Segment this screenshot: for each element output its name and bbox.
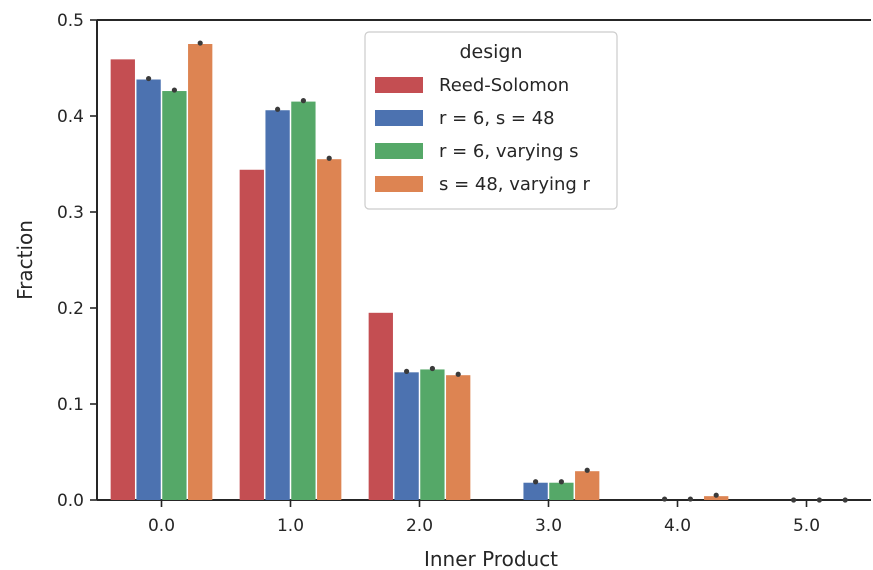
bar-s-48-varying-r-4: [704, 496, 729, 500]
bar-r-6-s-48-3: [523, 482, 548, 500]
legend: design Reed-Solomon r = 6, s = 48 r = 6, va…: [364, 31, 618, 210]
legend-swatch: [375, 176, 423, 192]
x-axis-label: Inner Product: [424, 547, 558, 570]
x-tick-label: 2.0: [406, 516, 433, 536]
marker-r-6-varying-s-0: [171, 87, 177, 93]
marker-r-6-s-48-4: [662, 496, 668, 502]
bar-s-48-varying-r-2: [446, 375, 471, 500]
bar-s-48-varying-r-3: [575, 471, 600, 500]
x-tick-label: 1.0: [277, 516, 304, 536]
marker-r-6-s-48-3: [533, 479, 539, 485]
legend-box: [364, 31, 618, 210]
y-tick-label: 0.4: [57, 107, 84, 127]
bar-reed-solomon-0: [110, 59, 135, 501]
marker-s-48-varying-r-3: [584, 467, 590, 473]
bars-group: [110, 44, 729, 501]
bar-reed-solomon-1: [239, 169, 264, 500]
marker-r-6-s-48-0: [146, 75, 152, 82]
y-axis-ticks: 0.0 0.1 0.2 0.3 0.4 0.5: [57, 11, 97, 511]
bar-r-6-s-48-2: [394, 372, 419, 500]
marker-r-6-s-48-2: [404, 368, 410, 374]
marker-s-48-varying-r-2: [455, 371, 461, 377]
y-tick-label: 0.2: [57, 299, 84, 319]
bar-r-6-s-48-1: [265, 110, 290, 501]
bar-reed-solomon-2: [368, 312, 393, 500]
legend-label: s = 48, varying r: [439, 174, 591, 195]
legend-swatch: [375, 143, 423, 159]
marker-s-48-varying-r-0: [197, 40, 203, 46]
y-tick-label: 0.3: [57, 203, 84, 223]
marker-r-6-varying-s-5: [816, 497, 823, 503]
legend-swatch: [375, 110, 423, 126]
legend-title: design: [459, 41, 522, 63]
legend-label: r = 6, s = 48: [439, 108, 555, 129]
bar-s-48-varying-r-1: [317, 159, 342, 500]
bar-r-6-varying-s-2: [420, 369, 445, 500]
marker-r-6-s-48-1: [275, 106, 281, 112]
marker-s-48-varying-r-4: [713, 492, 719, 498]
y-tick-label: 0.1: [57, 395, 84, 415]
marker-r-6-varying-s-4: [687, 496, 694, 502]
x-tick-label: 5.0: [793, 516, 820, 536]
marker-r-6-s-48-5: [791, 497, 797, 503]
x-tick-label: 3.0: [535, 516, 562, 536]
x-tick-label: 0.0: [148, 516, 175, 536]
marker-r-6-varying-s-3: [558, 479, 565, 485]
bar-r-6-s-48-0: [136, 79, 161, 501]
bar-s-48-varying-r-0: [188, 44, 213, 500]
marker-r-6-varying-s-2: [429, 365, 435, 372]
x-axis-ticks: 0.0 1.0 2.0 3.0 4.0 5.0: [148, 500, 820, 536]
marker-r-6-varying-s-1: [300, 98, 306, 104]
y-axis-label: Fraction: [13, 220, 37, 300]
legend-swatch: [375, 77, 423, 93]
bar-r-6-varying-s-3: [549, 482, 574, 500]
axes: [96, 19, 871, 501]
bar-r-6-varying-s-1: [291, 101, 316, 500]
marker-s-48-varying-r-5: [842, 497, 848, 503]
bar-r-6-varying-s-0: [162, 91, 187, 500]
markers-group: [146, 40, 848, 503]
marker-s-48-varying-r-1: [326, 155, 332, 161]
x-tick-label: 4.0: [664, 516, 691, 536]
y-tick-label: 0.0: [57, 491, 84, 511]
y-tick-label: 0.5: [57, 11, 84, 31]
legend-label: r = 6, varying s: [439, 141, 579, 162]
legend-label: Reed-Solomon: [439, 75, 569, 96]
